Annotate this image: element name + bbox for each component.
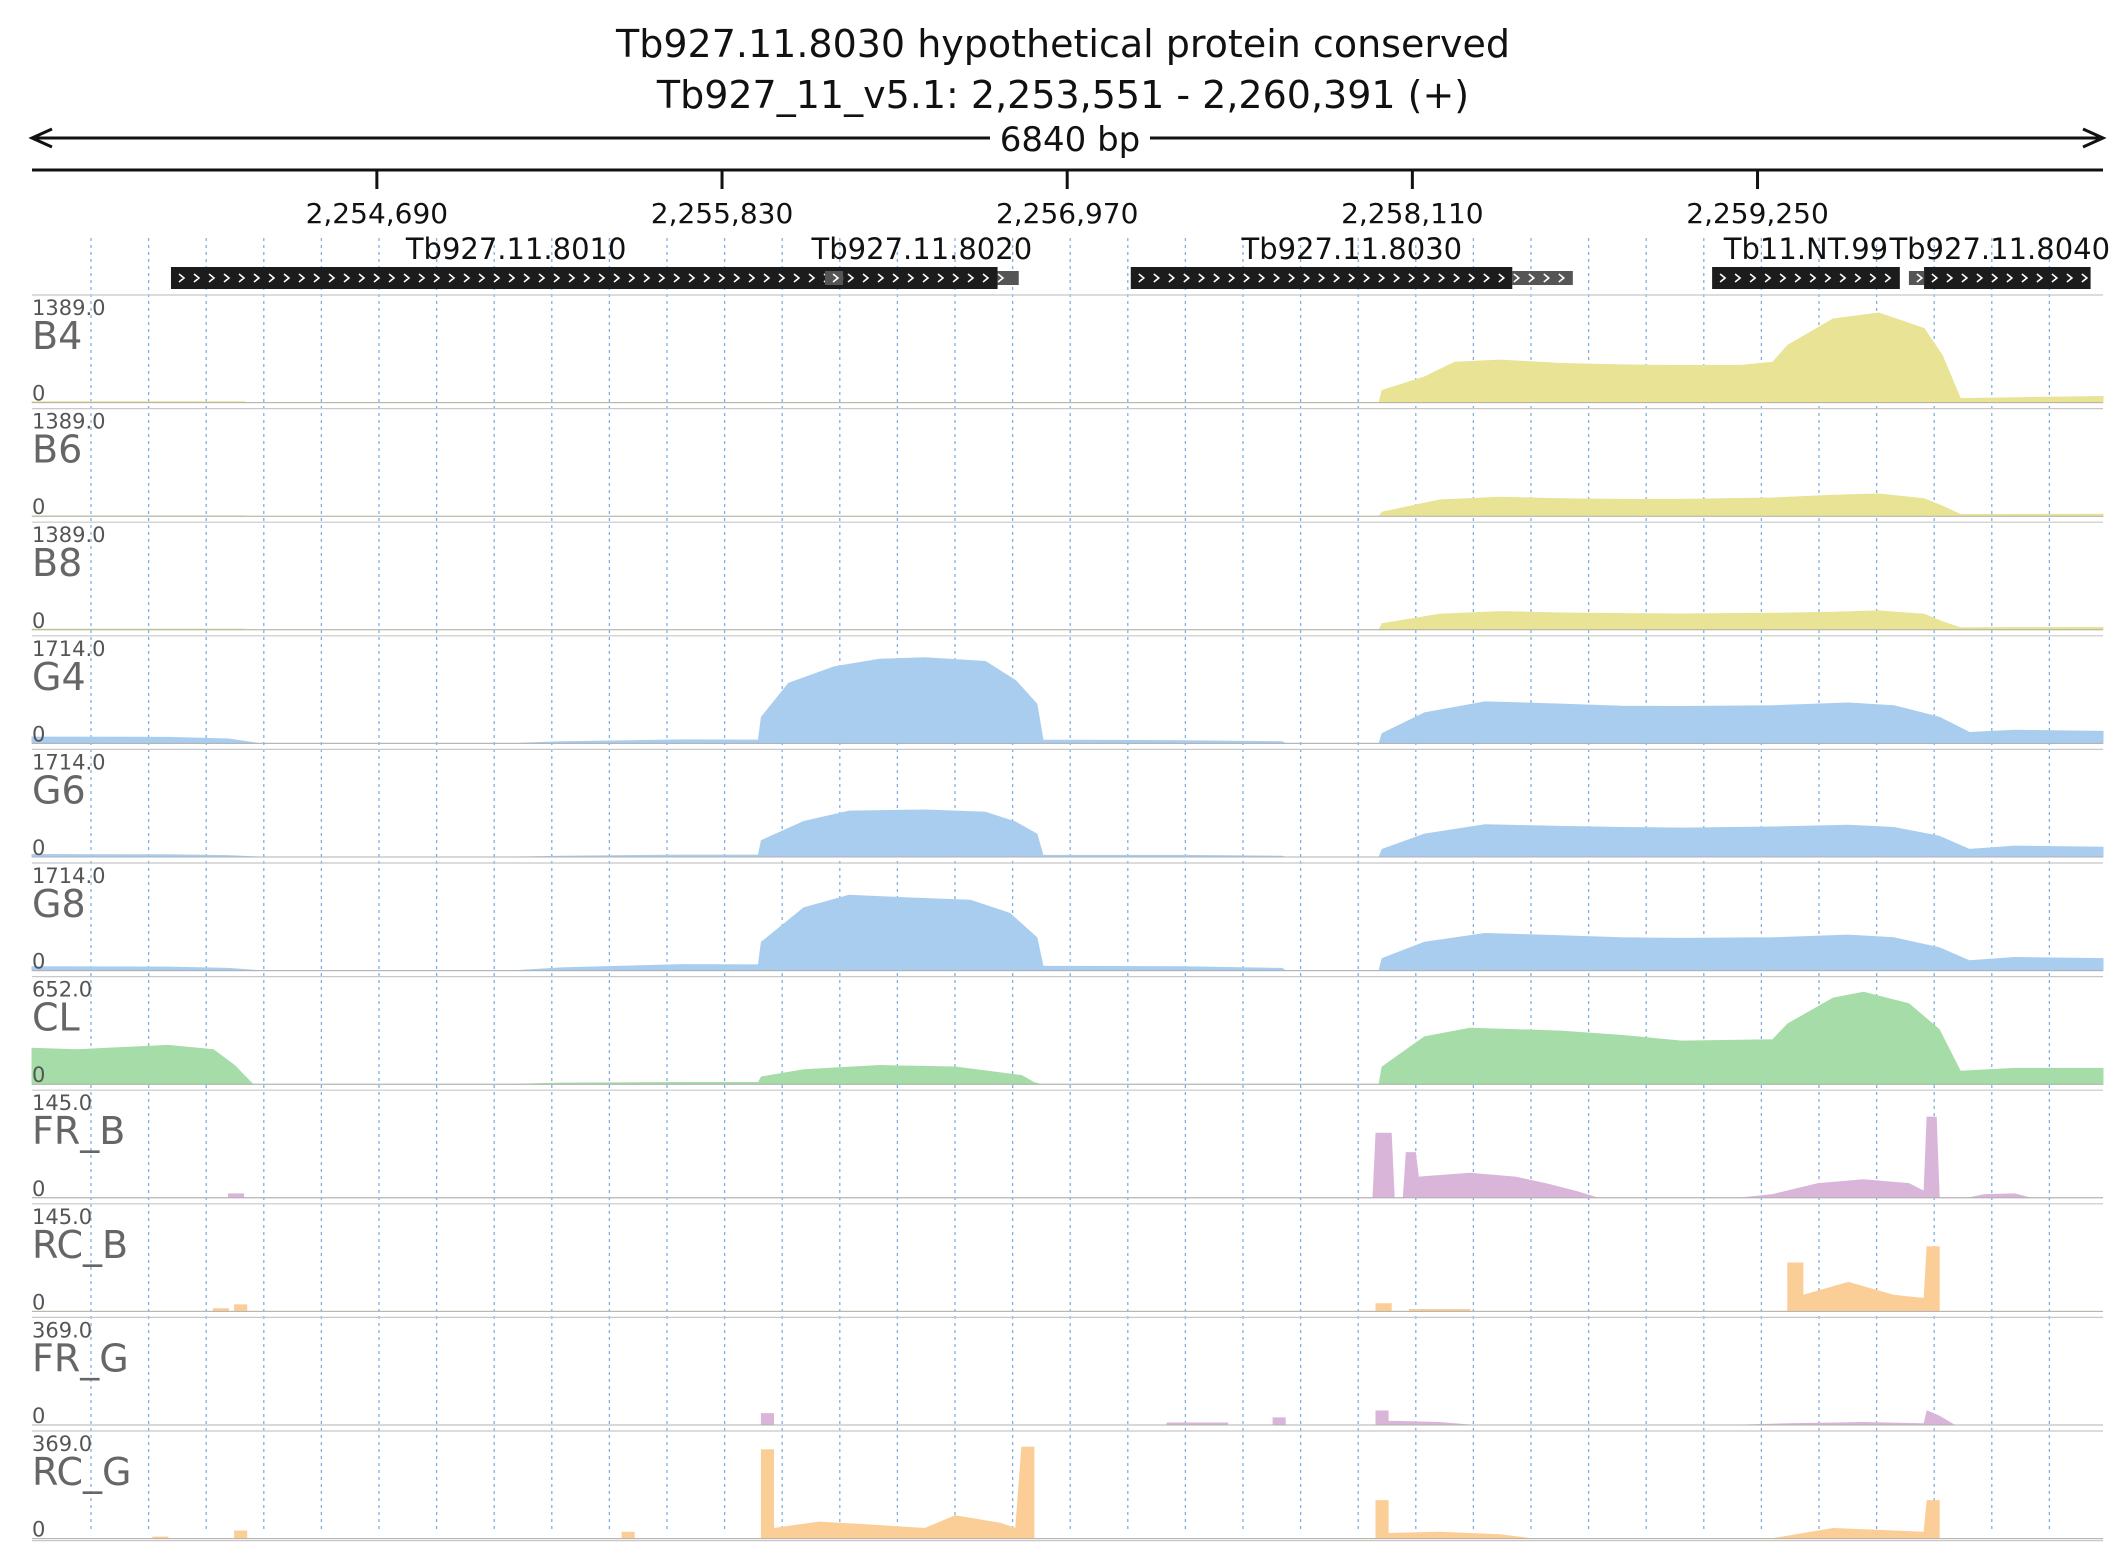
track-max-label: 369.0 — [32, 1432, 92, 1456]
span-arrow-left-icon — [28, 127, 53, 149]
x-tick-label: 2,258,110 — [1341, 197, 1484, 230]
coverage-area-fr-g — [32, 1410, 2103, 1426]
strand-chevron-icon — [1719, 273, 1892, 283]
track-min-label: 0 — [32, 1518, 45, 1542]
track-name-label: CL — [32, 996, 80, 1040]
x-tick-label: 2,255,830 — [651, 197, 794, 230]
track-max-label: 1389.0 — [32, 296, 105, 320]
gene-bar — [1924, 267, 2091, 289]
track-min-label: 0 — [32, 1404, 45, 1428]
track-name-label: B8 — [32, 541, 82, 585]
track-min-label: 0 — [32, 836, 45, 860]
track-name-label: G4 — [32, 655, 86, 699]
coverage-area-b6 — [31, 493, 2104, 517]
coverage-area-rc-g — [32, 1446, 2103, 1540]
span-arrow-right-icon — [2082, 127, 2107, 149]
coverage-area-b8 — [31, 610, 2104, 631]
x-tick-label: 2,256,970 — [996, 197, 1139, 230]
track-name-label: B4 — [32, 314, 82, 358]
strand-chevron-icon — [1138, 273, 1566, 283]
track-min-label: 0 — [32, 495, 45, 519]
gene-bar — [843, 267, 998, 289]
coverage-area-fr-b — [32, 1116, 2103, 1199]
track-max-label: 1389.0 — [32, 523, 105, 547]
track-name-label: G6 — [32, 768, 86, 812]
track-name-label: FR_B — [32, 1109, 125, 1153]
gene-label: Tb927.11.8030 — [1240, 232, 1462, 266]
x-tick-label: 2,254,690 — [306, 197, 449, 230]
track-name-label: RC_G — [32, 1450, 132, 1494]
gene-bar — [170, 267, 862, 289]
strand-chevron-icon — [178, 273, 846, 283]
track-name-label: RC_B — [32, 1223, 128, 1267]
track-max-label: 145.0 — [32, 1091, 92, 1115]
span-length-label: 6840 bp — [1000, 120, 1141, 160]
gene-label: Tb927.11.8040 — [1888, 232, 2110, 266]
coverage-area-g6 — [31, 809, 2104, 858]
gene-bar — [1130, 267, 1513, 289]
coverage-area-g4 — [31, 657, 2104, 744]
track-min-label: 0 — [32, 1290, 45, 1314]
track-min-label: 0 — [32, 1177, 45, 1201]
track-name-label: B6 — [32, 428, 82, 472]
track-max-label: 1389.0 — [32, 410, 105, 434]
track-min-label: 0 — [32, 722, 45, 746]
track-max-label: 369.0 — [32, 1318, 92, 1342]
coverage-area-b4 — [31, 312, 2104, 404]
gene-utr-bar — [997, 271, 1019, 285]
track-max-label: 1714.0 — [32, 750, 105, 774]
track-max-label: 145.0 — [32, 1205, 92, 1229]
strand-chevron-icon — [832, 273, 1005, 283]
strand-chevron-icon — [1916, 273, 2089, 283]
track-min-label: 0 — [32, 382, 45, 406]
track-name-label: G8 — [32, 882, 86, 926]
chart-title: Tb927.11.8030 hypothetical protein conse… — [616, 22, 1510, 66]
gene-label: Tb927.11.8010 — [405, 232, 627, 266]
track-max-label: 1714.0 — [32, 637, 105, 661]
gene-label: Tb11.NT.99 — [1723, 232, 1888, 266]
coverage-area-cl — [31, 991, 2104, 1085]
coverage-area-rc-b — [32, 1246, 2103, 1312]
coverage-area-g8 — [31, 894, 2104, 972]
x-tick-label: 2,259,250 — [1686, 197, 1829, 230]
gene-utr-bar — [824, 271, 844, 285]
track-min-label: 0 — [32, 950, 45, 974]
track-max-label: 1714.0 — [32, 864, 105, 888]
track-min-label: 0 — [32, 609, 45, 633]
gene-utr-bar — [1512, 271, 1573, 285]
gene-bar — [1712, 267, 1900, 289]
chart-subtitle: Tb927_11_v5.1: 2,253,551 - 2,260,391 (+) — [656, 73, 1470, 117]
track-min-label: 0 — [32, 1063, 45, 1087]
track-max-label: 652.0 — [32, 978, 92, 1002]
track-name-label: FR_G — [32, 1336, 129, 1380]
gene-label: Tb927.11.8020 — [811, 232, 1033, 266]
gene-utr-bar — [1908, 271, 1925, 285]
